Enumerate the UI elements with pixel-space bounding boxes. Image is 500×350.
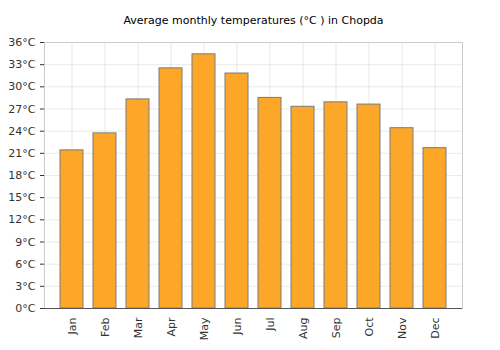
svg-text:36°C: 36°C bbox=[8, 36, 35, 49]
svg-text:Apr: Apr bbox=[165, 317, 178, 337]
svg-text:Mar: Mar bbox=[132, 317, 145, 338]
svg-text:Aug: Aug bbox=[297, 318, 310, 339]
svg-text:9°C: 9°C bbox=[15, 236, 35, 249]
svg-text:Oct: Oct bbox=[363, 317, 376, 337]
svg-text:May: May bbox=[198, 317, 211, 340]
svg-text:Jun: Jun bbox=[231, 317, 244, 335]
svg-text:Average monthly temperatures (: Average monthly temperatures (°C ) in Ch… bbox=[123, 14, 383, 27]
svg-text:Jul: Jul bbox=[264, 318, 277, 332]
svg-text:18°C: 18°C bbox=[8, 169, 35, 182]
svg-text:30°C: 30°C bbox=[8, 80, 35, 93]
svg-text:21°C: 21°C bbox=[8, 147, 35, 160]
svg-text:Sep: Sep bbox=[330, 317, 343, 338]
svg-text:33°C: 33°C bbox=[8, 58, 35, 71]
svg-text:Jan: Jan bbox=[66, 317, 79, 335]
svg-text:3°C: 3°C bbox=[15, 280, 35, 293]
svg-text:12°C: 12°C bbox=[8, 213, 35, 226]
svg-text:Dec: Dec bbox=[429, 318, 442, 339]
svg-text:15°C: 15°C bbox=[8, 191, 35, 204]
svg-text:27°C: 27°C bbox=[8, 103, 35, 116]
svg-text:Nov: Nov bbox=[396, 317, 409, 339]
svg-text:6°C: 6°C bbox=[15, 258, 35, 271]
svg-text:0°C: 0°C bbox=[15, 302, 35, 315]
svg-text:24°C: 24°C bbox=[8, 125, 35, 138]
svg-text:Feb: Feb bbox=[99, 317, 112, 336]
